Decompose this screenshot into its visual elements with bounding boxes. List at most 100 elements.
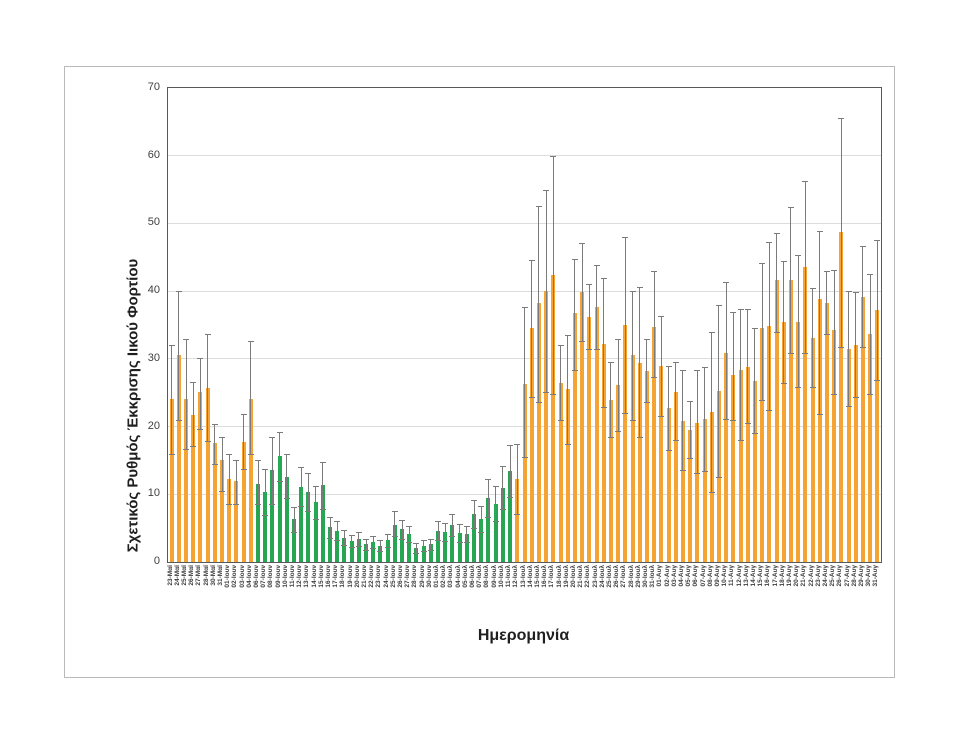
error-bar-cap-bottom bbox=[499, 509, 506, 511]
x-tick-label-26-Αυγ: 26-Αυγ bbox=[836, 565, 844, 587]
error-bar-cap-bottom bbox=[795, 386, 802, 388]
x-tick-label-02-Αυγ: 02-Αυγ bbox=[663, 565, 671, 587]
bar-23-Ιουν bbox=[378, 545, 383, 562]
x-tick-label-11-Ιουν: 11-Ιουν bbox=[289, 565, 297, 588]
error-bar-cap-top bbox=[327, 516, 334, 518]
error-bar-cap-top bbox=[715, 305, 722, 307]
error-bar-cap-top bbox=[535, 205, 542, 207]
error-bar-cap-bottom bbox=[557, 420, 564, 422]
error-bar-cap-bottom bbox=[175, 420, 182, 422]
x-tick-label-12-Ιουλ: 12-Ιουλ bbox=[512, 565, 520, 588]
y-tick-label-60: 60 bbox=[147, 148, 160, 161]
error-bar-line bbox=[264, 469, 266, 515]
bar-06-Ιουν bbox=[256, 484, 261, 562]
x-tick-label-27-Αυγ: 27-Αυγ bbox=[843, 565, 851, 587]
error-bar-line bbox=[207, 334, 209, 441]
error-bar-cap-bottom bbox=[168, 453, 175, 455]
error-bar-cap-top bbox=[773, 232, 780, 234]
x-tick-label-06-Αυγ: 06-Αυγ bbox=[692, 565, 700, 587]
error-bar-cap-top bbox=[802, 181, 809, 183]
error-bar-cap-top bbox=[240, 413, 247, 415]
error-bar-cap-top bbox=[233, 460, 240, 462]
bar-27-Ιουλ bbox=[623, 325, 628, 562]
error-bar-line bbox=[646, 338, 648, 403]
x-tick-label-15-Ιουλ: 15-Ιουλ bbox=[533, 565, 541, 588]
error-bar-cap-bottom bbox=[672, 440, 679, 442]
error-bar-line bbox=[682, 369, 684, 470]
y-axis-title: Σχετικός Ρυθμός Έκκρισης Ιικού Φορτίου bbox=[124, 258, 142, 553]
x-tick-label-27-Μαϊ: 27-Μαϊ bbox=[195, 565, 203, 586]
bar-28-Ιουν bbox=[414, 547, 419, 562]
x-tick-label-17-Ιουλ: 17-Ιουλ bbox=[548, 565, 556, 588]
error-bar-cap-bottom bbox=[363, 549, 370, 551]
error-bar-cap-top bbox=[816, 230, 823, 232]
error-bar-line bbox=[199, 357, 201, 429]
error-bar-cap-top bbox=[478, 506, 485, 508]
error-bar-line bbox=[185, 338, 187, 449]
error-bar-cap-bottom bbox=[744, 423, 751, 425]
error-bar-cap-top bbox=[643, 338, 650, 340]
bar-24-Ιουν bbox=[385, 540, 390, 562]
error-bar-cap-top bbox=[557, 345, 564, 347]
error-bar-line bbox=[473, 499, 475, 529]
error-bar-cap-top bbox=[629, 291, 636, 293]
error-bar-line bbox=[538, 205, 540, 403]
bar-08-Ιουν bbox=[270, 469, 275, 562]
error-bar-cap-bottom bbox=[528, 397, 535, 399]
x-tick-label-20-Ιουλ: 20-Ιουλ bbox=[569, 565, 577, 588]
error-bar-line bbox=[423, 540, 425, 552]
error-bar-cap-top bbox=[874, 239, 881, 241]
error-bar-line bbox=[740, 309, 742, 441]
bar-03-Ιουν bbox=[241, 442, 246, 562]
error-bar-cap-bottom bbox=[708, 492, 715, 494]
bar-17-Ιουλ bbox=[551, 274, 556, 562]
error-bar-line bbox=[624, 236, 626, 414]
error-bar-line bbox=[747, 308, 749, 424]
bar-19-Ιουλ bbox=[565, 388, 570, 562]
error-bar-line bbox=[315, 486, 317, 519]
error-bar-cap-top bbox=[636, 287, 643, 289]
bar-04-Αυγ bbox=[680, 421, 685, 562]
error-bar-line bbox=[848, 291, 850, 407]
error-bar-cap-bottom bbox=[456, 541, 463, 543]
x-tick-label-19-Ιουλ: 19-Ιουλ bbox=[562, 565, 570, 588]
bar-27-Αυγ bbox=[846, 348, 851, 562]
error-bar-cap-bottom bbox=[809, 386, 816, 388]
error-bar-cap-bottom bbox=[701, 471, 708, 473]
bar-16-Ιουν bbox=[328, 527, 333, 562]
error-bar-cap-top bbox=[521, 306, 528, 308]
error-bar-cap-bottom bbox=[485, 516, 492, 518]
error-bar-cap-top bbox=[730, 312, 737, 314]
error-bar-cap-bottom bbox=[665, 450, 672, 452]
error-bar-cap-bottom bbox=[629, 419, 636, 421]
bar-22-Ιουλ bbox=[587, 316, 592, 562]
bar-15-Αυγ bbox=[760, 327, 765, 562]
error-bar-line bbox=[812, 288, 814, 387]
error-bar-line bbox=[531, 259, 533, 398]
error-bar-cap-top bbox=[507, 444, 514, 446]
error-bar-cap-bottom bbox=[543, 392, 550, 394]
x-tick-label-09-Αυγ: 09-Αυγ bbox=[713, 565, 721, 587]
bar-10-Ιουλ bbox=[500, 487, 505, 562]
bar-09-Ιουλ bbox=[493, 503, 498, 562]
error-bar-cap-bottom bbox=[312, 518, 319, 520]
error-bar-cap-bottom bbox=[276, 480, 283, 482]
error-bar-cap-bottom bbox=[478, 532, 485, 534]
x-tick-label-22-Ιουλ: 22-Ιουλ bbox=[584, 565, 592, 588]
bar-01-Ιουλ bbox=[436, 530, 441, 562]
error-bar-line bbox=[596, 264, 598, 349]
bar-24-Ιουλ bbox=[601, 343, 606, 562]
error-bar-cap-top bbox=[838, 117, 845, 119]
y-tick-label-50: 50 bbox=[147, 216, 160, 229]
bar-25-Ιουν bbox=[392, 525, 397, 562]
error-bar-line bbox=[560, 345, 561, 421]
error-bar-cap-bottom bbox=[622, 413, 629, 415]
error-bar-cap-bottom bbox=[564, 444, 571, 446]
bar-23-Ιουλ bbox=[594, 306, 599, 562]
error-bar-cap-bottom bbox=[694, 473, 701, 475]
error-bar-cap-bottom bbox=[197, 428, 204, 430]
x-tick-label-18-Αυγ: 18-Αυγ bbox=[778, 565, 786, 587]
error-bar-cap-top bbox=[845, 291, 852, 293]
bar-15-Ιουν bbox=[320, 485, 325, 562]
bar-08-Ιουλ bbox=[486, 497, 491, 562]
